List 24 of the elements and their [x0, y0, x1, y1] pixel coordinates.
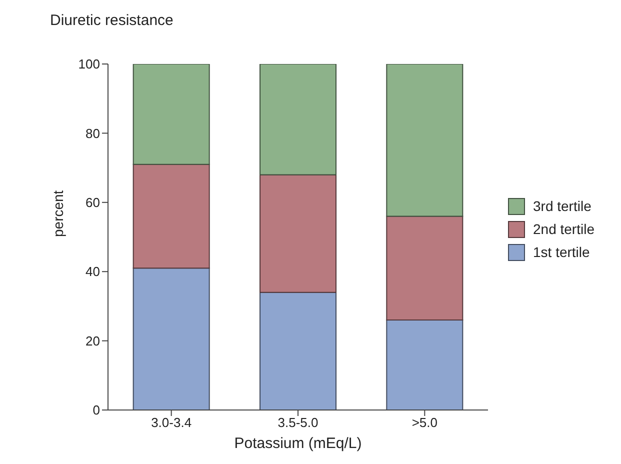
y-tick-label: 20	[86, 333, 100, 348]
y-tick-label: 80	[86, 126, 100, 141]
legend-label: 2nd tertile	[533, 221, 594, 237]
bar	[386, 216, 464, 321]
y-tick-label: 60	[86, 195, 100, 210]
y-tick-label: 40	[86, 264, 100, 280]
bar	[132, 164, 210, 269]
bar	[386, 320, 464, 410]
x-axis-title: Potassium (mEq/L)	[234, 435, 362, 452]
bar	[386, 64, 464, 217]
legend-label: 1st tertile	[533, 244, 590, 260]
bar	[132, 268, 210, 410]
bar	[132, 64, 210, 165]
x-tick-label: 3.5-5.0	[278, 415, 318, 430]
x-tick-label: >5.0	[412, 415, 438, 430]
bar	[260, 174, 336, 293]
y-axis-title: percent	[50, 190, 66, 237]
y-tick-label: 100	[78, 56, 100, 72]
x-tick-label: 3.0-3.4	[151, 415, 192, 430]
bar	[260, 64, 336, 176]
bar	[260, 292, 336, 410]
y-tick-label: 0	[92, 402, 100, 418]
chart-title: Diuretic resistance	[50, 12, 174, 29]
legend-label: 3rd tertile	[533, 198, 592, 214]
